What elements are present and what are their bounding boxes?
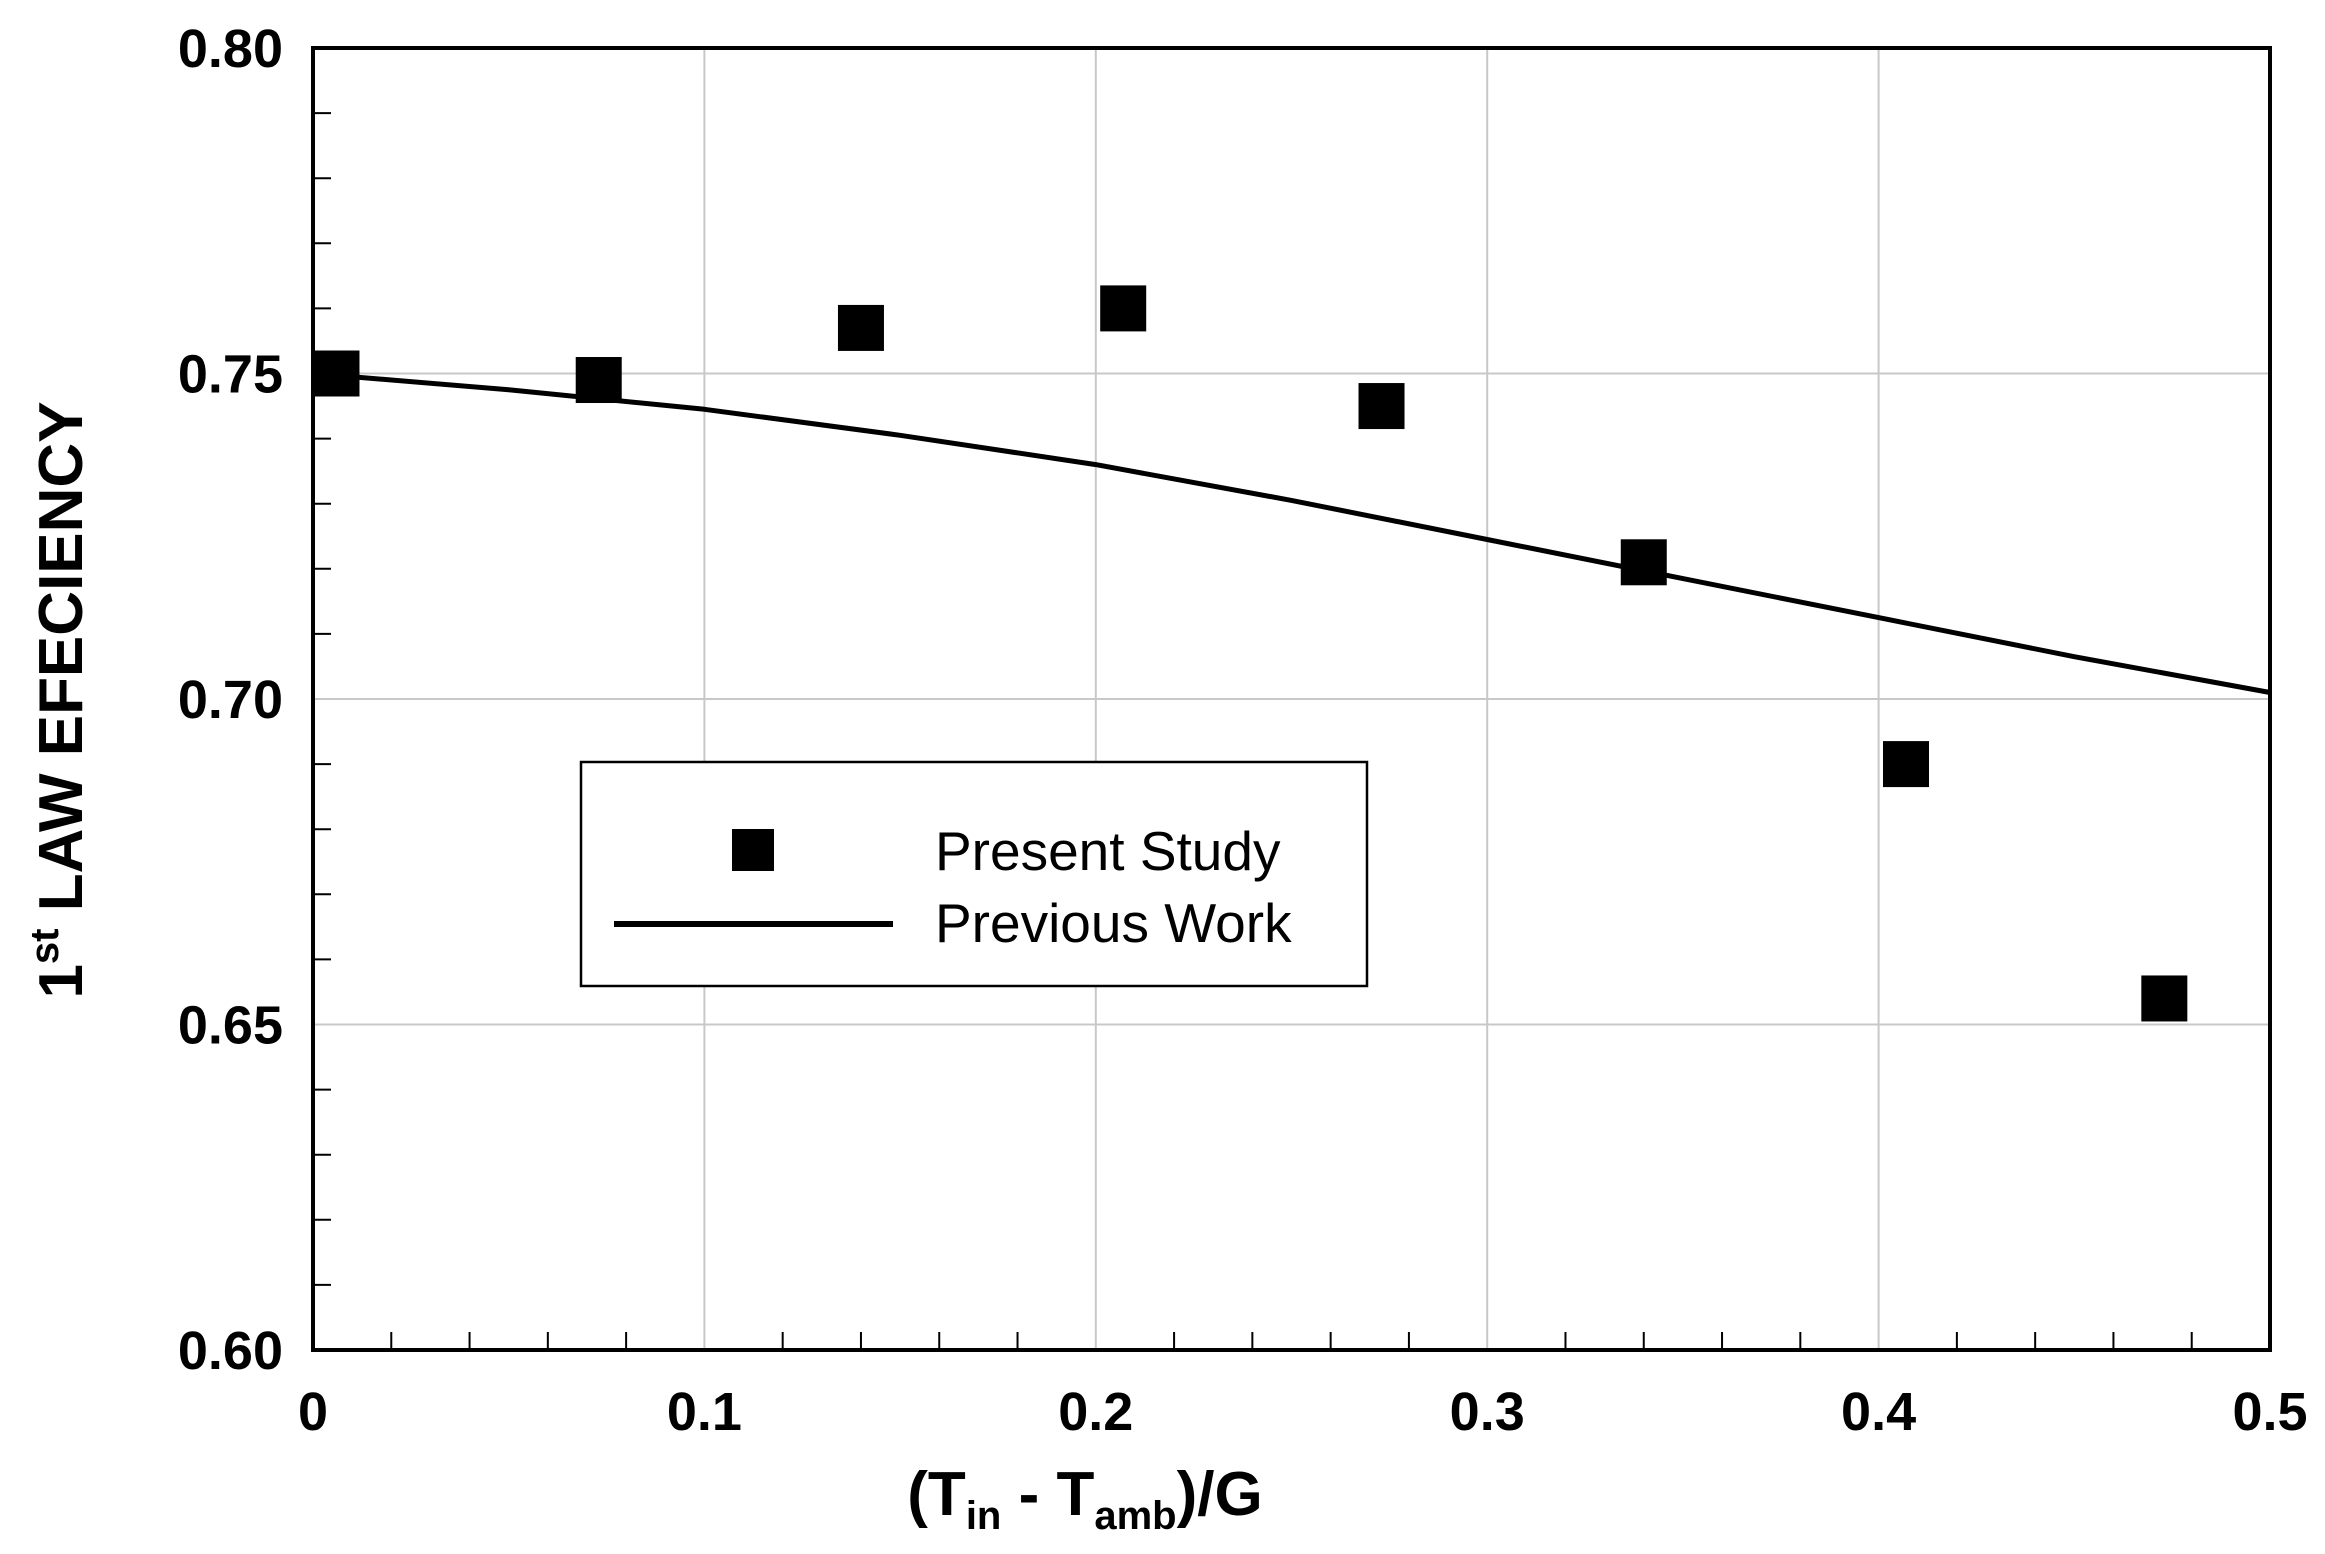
legend-label-previous-work: Previous Work bbox=[935, 892, 1292, 954]
y-tick-label: 0.75 bbox=[178, 345, 283, 405]
y-tick-label: 0.80 bbox=[178, 19, 283, 79]
y-axis-title-rest: LAW EFECIENCY bbox=[27, 401, 96, 928]
x-axis-title-prefix: (T bbox=[907, 1460, 966, 1529]
y-tick-label: 0.60 bbox=[178, 1321, 283, 1381]
plot-frame bbox=[311, 46, 2272, 1352]
data-point-present-study bbox=[837, 304, 884, 351]
legend-marker-present-study bbox=[732, 829, 774, 871]
x-tick-label: 0.1 bbox=[667, 1382, 742, 1442]
x-tick-label: 0.4 bbox=[1841, 1382, 1916, 1442]
legend: Present Study Previous Work bbox=[579, 760, 1369, 988]
data-point-present-study bbox=[2141, 975, 2188, 1022]
x-tick-label: 0.3 bbox=[1450, 1382, 1525, 1442]
data-point-present-study bbox=[1100, 285, 1147, 332]
legend-box bbox=[579, 760, 1369, 988]
y-tick-label: 0.65 bbox=[178, 996, 283, 1056]
y-axis-title-sup: st bbox=[23, 928, 67, 964]
y-tick-labels: 0.60 0.65 0.70 0.75 0.80 bbox=[178, 19, 283, 1381]
x-axis-title: (Tin - Tamb)/G bbox=[907, 1460, 1262, 1538]
y-axis-title: 1st LAW EFECIENCY bbox=[23, 401, 96, 998]
data-point-present-study bbox=[1882, 741, 1929, 788]
data-point-present-study bbox=[1358, 383, 1405, 430]
legend-label-present-study: Present Study bbox=[935, 820, 1281, 882]
series-line-previous-work bbox=[312, 371, 2271, 695]
x-tick-label: 0.5 bbox=[2232, 1382, 2307, 1442]
minor-ticks bbox=[313, 112, 2193, 1350]
x-axis-title-sub-amb: amb bbox=[1094, 1494, 1176, 1538]
x-tick-labels: 0 0.1 0.2 0.3 0.4 0.5 bbox=[298, 1382, 2308, 1442]
x-axis-title-sub-in: in bbox=[966, 1494, 1002, 1538]
x-axis-title-middle: - T bbox=[1001, 1460, 1094, 1529]
data-point-present-study bbox=[313, 350, 360, 397]
x-tick-label: 0.2 bbox=[1058, 1382, 1133, 1442]
y-axis-title-prefix: 1 bbox=[27, 964, 96, 998]
grid-lines bbox=[313, 48, 2270, 1350]
series-lines bbox=[312, 371, 2271, 695]
data-point-present-study bbox=[1620, 539, 1667, 586]
series-markers bbox=[313, 285, 2188, 1022]
data-point-present-study bbox=[575, 357, 622, 404]
y-tick-label: 0.70 bbox=[178, 670, 283, 730]
x-axis-title-suffix: )/G bbox=[1177, 1460, 1263, 1529]
x-tick-label: 0 bbox=[298, 1382, 328, 1442]
